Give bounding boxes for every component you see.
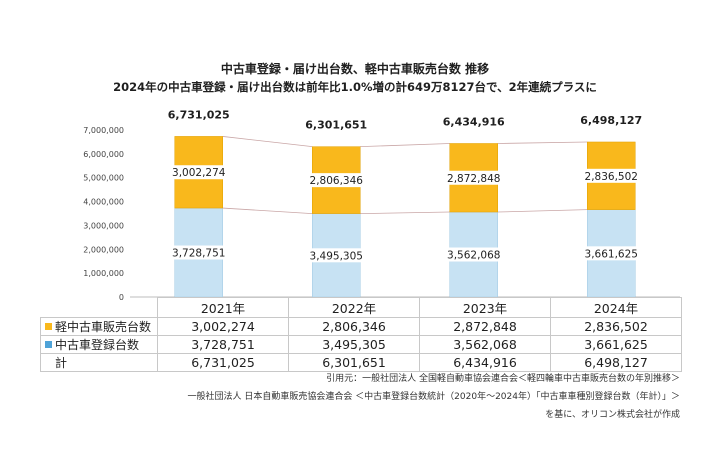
series-connector-line (360, 211, 450, 215)
series-connector-line (497, 209, 588, 213)
table-cell: 6,434,916 (419, 353, 551, 372)
y-tick-label: 4,000,000 (83, 198, 124, 207)
y-tick-label: 6,000,000 (83, 150, 124, 159)
data-label: 2,836,502 (585, 171, 638, 183)
data-label: 3,661,625 (585, 248, 638, 260)
data-label-background (578, 168, 645, 183)
table-year-header: 2021年 (157, 297, 289, 318)
series-connector-line (222, 207, 313, 215)
y-tick-label: 1,000,000 (83, 269, 124, 278)
table-cell: 3,002,274 (157, 317, 289, 336)
data-label-background (165, 165, 232, 180)
table-corner-cell (40, 297, 158, 318)
table-header-row: 2021年 2022年 2023年 2024年 (40, 297, 682, 318)
data-label: 2,806,346 (310, 175, 364, 187)
total-label: 6,498,127 (580, 114, 642, 127)
y-tick-label: 2,000,000 (83, 245, 124, 254)
total-connector-line (360, 143, 450, 148)
table-cell: 2,836,502 (550, 317, 682, 336)
table-row: 中古車登録台数 3,728,751 3,495,305 3,562,068 3,… (40, 335, 682, 354)
y-tick-label: 3,000,000 (83, 221, 124, 230)
data-label: 3,002,274 (172, 167, 226, 179)
table-cell: 3,562,068 (419, 335, 551, 354)
table-row-header: 中古車登録台数 (40, 335, 158, 354)
chart-subtitle: 2024年の中古車登録・届け出台数は前年比1.0%増の計649万8127台で、2… (113, 80, 597, 94)
blue-swatch-icon (45, 341, 52, 348)
data-label: 3,495,305 (310, 250, 363, 262)
chart-title: 中古車登録・届け出台数、軽中古車販売台数 推移 (220, 62, 490, 76)
table-cell: 3,661,625 (550, 335, 682, 354)
data-label-background (440, 247, 507, 262)
table-year-header: 2024年 (550, 297, 682, 318)
data-label-background (440, 170, 507, 185)
table-row: 軽中古車販売台数 3,002,274 2,806,346 2,872,848 2… (40, 317, 682, 336)
table-row-header: 軽中古車販売台数 (40, 317, 158, 336)
orange-swatch-icon (45, 323, 52, 330)
row-label: 軽中古車販売台数 (55, 320, 152, 334)
table-row: 計 6,731,025 6,301,651 6,434,916 6,498,12… (40, 353, 682, 372)
data-label: 3,562,068 (447, 250, 500, 262)
table-year-header: 2022年 (288, 297, 420, 318)
table-cell: 6,731,025 (157, 353, 289, 372)
total-connector-line (222, 136, 313, 148)
table-cell: 2,806,346 (288, 317, 420, 336)
total-connector-line (497, 141, 588, 144)
total-label: 6,301,651 (305, 119, 367, 132)
total-label: 6,731,025 (168, 108, 230, 121)
table-row-header: 計 (40, 353, 158, 372)
table-cell: 2,872,848 (419, 317, 551, 336)
source-note: 一般社団法人 日本自動車販売協会連合会 ＜中古車登録台数統計（2020年～202… (187, 392, 680, 402)
y-tick-label: 5,000,000 (83, 174, 124, 183)
table-cell: 6,498,127 (550, 353, 682, 372)
row-label: 計 (55, 356, 68, 370)
data-label-background (303, 173, 370, 188)
table-cell: 3,495,305 (288, 335, 420, 354)
table-cell: 3,728,751 (157, 335, 289, 354)
data-table: 2021年 2022年 2023年 2024年 軽中古車販売台数 3,002,2… (40, 297, 682, 372)
data-label-background (578, 246, 645, 261)
data-label: 2,872,848 (447, 173, 500, 185)
y-tick-label: 7,000,000 (83, 126, 124, 135)
table-cell: 6,301,651 (288, 353, 420, 372)
source-note: 引用元：一般社団法人 全国軽自動車協会連合会＜軽四輪車中古車販売台数の年別推移＞ (326, 374, 680, 384)
total-label: 6,434,916 (443, 115, 505, 128)
data-label: 3,728,751 (172, 248, 225, 260)
source-note: を基に、オリコン株式会社が作成 (545, 410, 680, 420)
data-label-background (165, 245, 232, 260)
table-year-header: 2023年 (419, 297, 551, 318)
data-label-background (303, 248, 370, 263)
row-label: 中古車登録台数 (55, 338, 140, 352)
